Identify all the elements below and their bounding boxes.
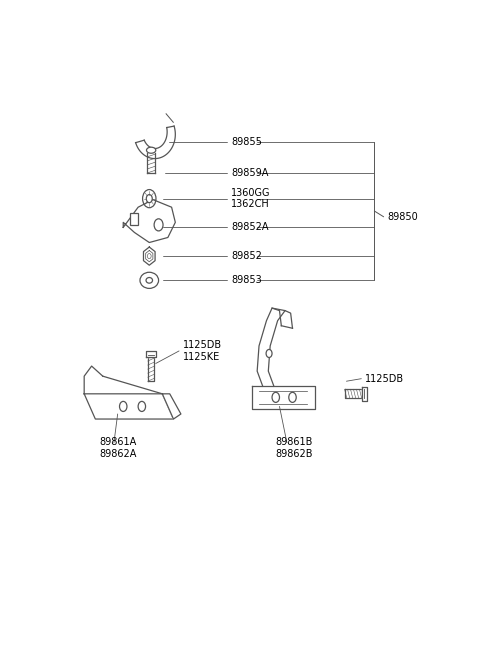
- Polygon shape: [162, 394, 181, 419]
- Circle shape: [154, 219, 163, 231]
- Circle shape: [143, 189, 156, 208]
- Polygon shape: [123, 200, 175, 242]
- Text: 89852A: 89852A: [231, 223, 269, 233]
- Ellipse shape: [140, 272, 158, 288]
- Text: 1360GG
1362CH: 1360GG 1362CH: [231, 188, 271, 210]
- Circle shape: [147, 253, 151, 259]
- Polygon shape: [144, 247, 155, 265]
- Text: 89861A
89862A: 89861A 89862A: [99, 437, 136, 458]
- Circle shape: [272, 392, 279, 402]
- Circle shape: [146, 195, 152, 202]
- Polygon shape: [148, 357, 155, 381]
- Circle shape: [266, 349, 272, 358]
- Polygon shape: [84, 394, 173, 419]
- Circle shape: [289, 392, 296, 402]
- Circle shape: [138, 402, 145, 411]
- Text: 89861B
89862B: 89861B 89862B: [276, 437, 313, 458]
- Polygon shape: [146, 351, 156, 357]
- Polygon shape: [362, 386, 367, 401]
- Text: 89852: 89852: [231, 251, 262, 261]
- Text: 89855: 89855: [231, 137, 262, 147]
- Ellipse shape: [146, 147, 156, 153]
- Ellipse shape: [146, 278, 153, 283]
- Polygon shape: [252, 386, 315, 409]
- Text: 1125DB
1125KE: 1125DB 1125KE: [183, 340, 222, 362]
- Text: 89850: 89850: [387, 212, 418, 222]
- Bar: [130, 213, 138, 225]
- Circle shape: [120, 402, 127, 411]
- Text: 1125DB: 1125DB: [365, 374, 404, 384]
- Polygon shape: [345, 389, 362, 398]
- Text: 89853: 89853: [231, 275, 262, 286]
- Text: 89859A: 89859A: [231, 168, 268, 178]
